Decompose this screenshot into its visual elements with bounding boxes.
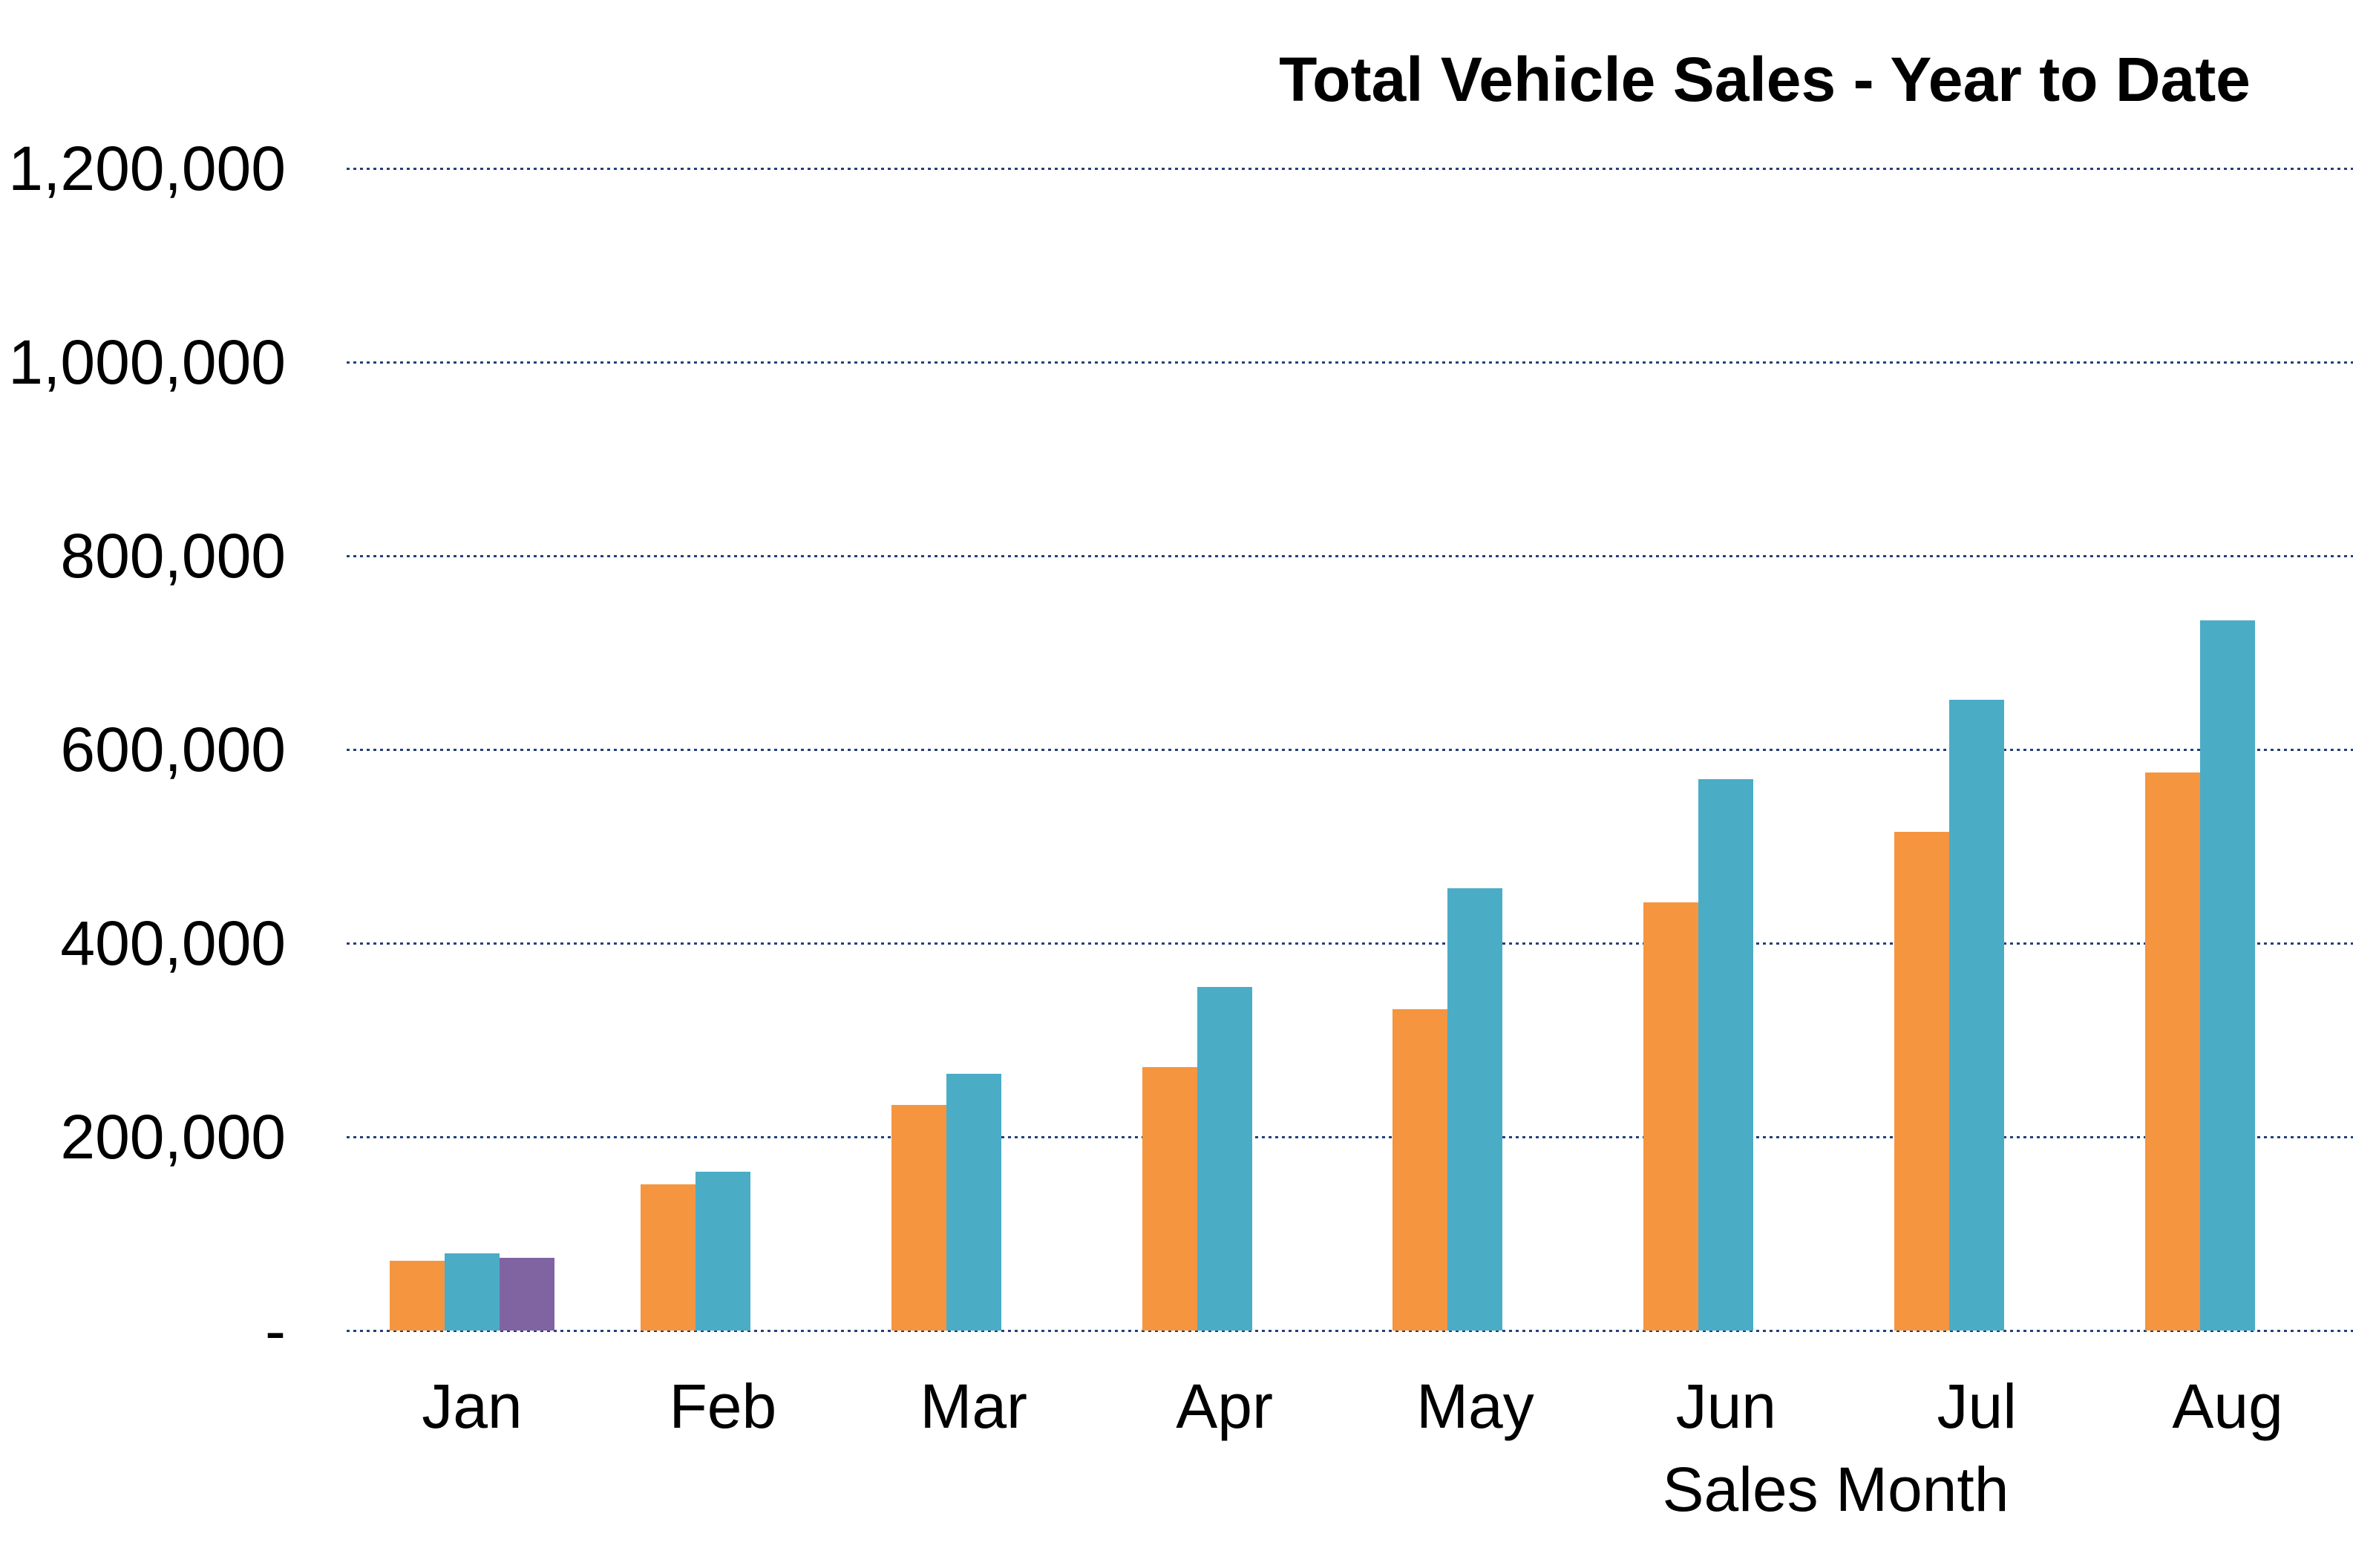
x-tick-label-mar: Mar (920, 1371, 1028, 1441)
y-tick-label-800000: 800,000 (60, 521, 286, 591)
bar-apr-orange-series (1142, 1067, 1197, 1331)
x-tick-label-may: May (1416, 1371, 1534, 1441)
x-tick-label-aug: Aug (2172, 1371, 2283, 1441)
x-tick-label-apr: Apr (1176, 1371, 1273, 1441)
bar-may-teal-series (1447, 888, 1503, 1331)
bar-jul-orange-series (1894, 831, 1950, 1331)
bar-feb-orange-series (640, 1184, 696, 1331)
bar-aug-orange-series (2145, 772, 2201, 1331)
plot-area (347, 167, 2353, 1332)
y-tick-label-1200000: 1,200,000 (8, 134, 286, 203)
gridline-800000 (347, 554, 2353, 557)
gridline-1200000 (347, 167, 2353, 170)
x-tick-label-jan: Jan (422, 1371, 523, 1441)
bar-apr-teal-series (1197, 986, 1252, 1331)
bar-feb-teal-series (695, 1171, 750, 1331)
gridline-0 (347, 1329, 2353, 1332)
bar-may-orange-series (1393, 1008, 1448, 1331)
y-tick-label-0: - (265, 1296, 286, 1365)
chart-title: Total Vehicle Sales - Year to Date (1279, 45, 2251, 114)
y-tick-label-200000: 200,000 (60, 1102, 286, 1172)
gridline-1000000 (347, 361, 2353, 364)
bar-jun-teal-series (1698, 779, 1754, 1331)
y-tick-label-400000: 400,000 (60, 908, 286, 978)
bar-jan-purple-series (499, 1258, 554, 1331)
gridline-400000 (347, 942, 2353, 945)
bar-mar-teal-series (946, 1074, 1001, 1331)
x-tick-label-feb: Feb (669, 1371, 777, 1441)
y-tick-label-600000: 600,000 (60, 715, 286, 784)
x-tick-label-jul: Jul (1937, 1371, 2017, 1441)
y-tick-label-1000000: 1,000,000 (8, 327, 286, 397)
x-tick-label-jun: Jun (1675, 1371, 1777, 1441)
gridline-600000 (347, 748, 2353, 751)
x-axis-title: Sales Month (1662, 1454, 2009, 1524)
gridline-200000 (347, 1135, 2353, 1138)
bar-mar-orange-series (891, 1104, 946, 1331)
bar-jun-orange-series (1643, 902, 1699, 1331)
bar-aug-teal-series (2200, 620, 2256, 1331)
bar-jan-orange-series (389, 1261, 445, 1331)
bar-jul-teal-series (1949, 700, 2005, 1331)
bar-jan-teal-series (444, 1253, 500, 1331)
